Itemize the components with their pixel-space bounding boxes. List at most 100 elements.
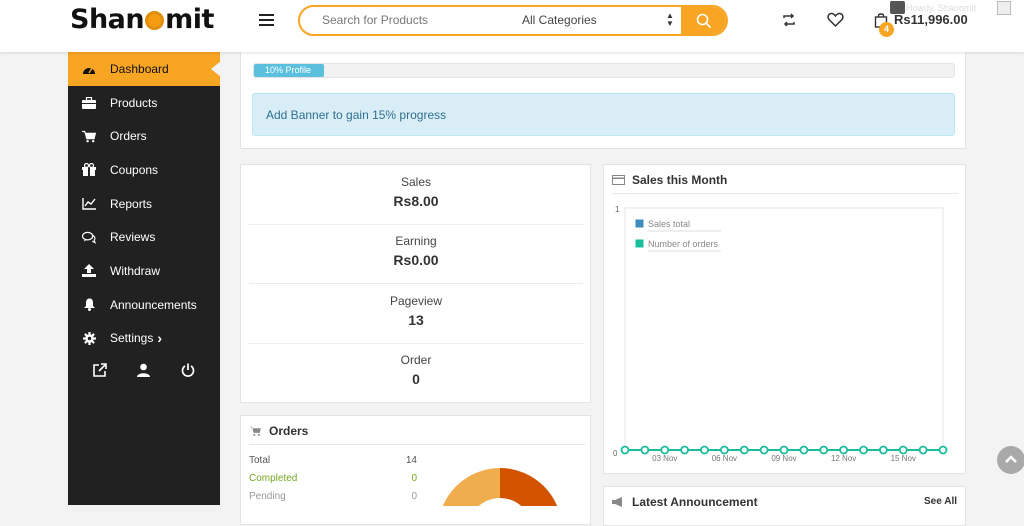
sidebar-item-orders[interactable]: Orders <box>68 119 220 153</box>
data-point[interactable] <box>799 445 809 455</box>
donut-slice <box>500 468 558 506</box>
sidebar-item-coupons[interactable]: Coupons <box>68 153 220 187</box>
sidebar-item-dashboard[interactable]: Dashboard <box>68 52 221 86</box>
sidebar-item-label: Reviews <box>110 230 156 245</box>
external-link-icon[interactable] <box>93 363 107 382</box>
x-tick-label: 09 Nov <box>771 454 796 463</box>
stat-value: Rs8.00 <box>393 193 439 209</box>
data-point[interactable] <box>878 445 888 455</box>
stat-value: 0 <box>412 371 420 387</box>
data-point[interactable] <box>700 445 709 455</box>
logo-text-end: mit <box>165 4 214 35</box>
x-tick-label: 06 Nov <box>712 454 737 463</box>
legend-swatch <box>634 218 645 229</box>
chat-icon[interactable] <box>890 1 905 14</box>
chart-title-text: Sales this Month <box>632 173 728 187</box>
data-point[interactable] <box>620 445 630 455</box>
search-bar: Search for Products All Categories ▲ ▼ <box>298 5 728 36</box>
bell-icon <box>82 298 96 312</box>
order-row-completed[interactable]: Completed 0 <box>249 473 417 484</box>
top-header: Shan mit Search for Products All Categori… <box>0 0 1024 52</box>
stat-label: Sales <box>400 175 432 189</box>
see-all-link[interactable]: See All <box>924 496 957 507</box>
order-row-value: 14 <box>405 455 417 466</box>
sidebar-item-products[interactable]: Products <box>68 86 220 120</box>
data-point[interactable] <box>819 445 829 455</box>
progress-alert[interactable]: Add Banner to gain 15% progress <box>252 93 955 136</box>
data-point[interactable] <box>918 445 928 455</box>
sidebar-item-label: Products <box>110 95 158 110</box>
comments-icon <box>82 231 96 244</box>
y-tick-label: 0 <box>613 449 618 458</box>
sales-line-chart: 1 0 Sales total Number of orders 03 Nov 0… <box>613 205 948 463</box>
data-point[interactable] <box>640 445 650 455</box>
line-chart-icon <box>82 197 96 210</box>
sidebar-item-label: Orders <box>110 129 147 144</box>
sidebar-item-reviews[interactable]: Reviews <box>68 220 220 254</box>
cart-icon <box>82 130 96 143</box>
site-logo[interactable]: Shan mit <box>70 4 214 35</box>
data-point[interactable] <box>739 445 749 455</box>
select-arrows-icon: ▲ ▼ <box>666 11 674 28</box>
account-greeting[interactable]: Howdy, Shanomit <box>906 3 976 13</box>
data-point[interactable] <box>779 445 789 455</box>
orders-card: Orders Total 14 Completed 0 Pending 0 <box>240 415 591 525</box>
announcement-title-text: Latest Announcement <box>632 495 758 509</box>
user-icon[interactable] <box>137 363 151 382</box>
sidebar-item-reports[interactable]: Reports <box>68 187 220 221</box>
cart-icon <box>249 426 261 436</box>
data-point[interactable] <box>660 445 670 455</box>
order-row-total[interactable]: Total 14 <box>249 455 417 466</box>
search-input[interactable]: Search for Products <box>322 13 429 27</box>
order-row-pending[interactable]: Pending 0 <box>249 491 417 502</box>
data-point[interactable] <box>839 445 849 455</box>
sidebar-item-announcements[interactable]: Announcements <box>68 288 220 322</box>
sidebar-item-settings[interactable]: Settings › <box>68 322 220 356</box>
announcement-card: Latest Announcement See All <box>603 486 966 526</box>
data-point[interactable] <box>898 445 908 455</box>
stat-label: Order <box>400 353 432 367</box>
stat-label: Earning <box>395 234 437 248</box>
data-point[interactable] <box>859 445 868 455</box>
sidebar-item-label: Announcements <box>110 297 197 312</box>
order-row-label: Total <box>249 455 271 466</box>
profile-progress-card: 10% Profile Add Banner to gain 15% progr… <box>240 52 966 149</box>
scroll-to-top-button[interactable] <box>997 446 1024 474</box>
divider <box>612 193 958 194</box>
cart-total[interactable]: Rs11,996.00 <box>894 12 968 27</box>
data-point[interactable] <box>719 445 729 455</box>
sidebar-item-withdraw[interactable]: Withdraw <box>68 254 220 288</box>
data-point[interactable] <box>938 445 948 455</box>
data-point[interactable] <box>759 445 769 455</box>
stat-label: Pageview <box>389 294 443 308</box>
dashboard-sidebar: Dashboard Products Orders Coupons Report… <box>68 52 221 505</box>
category-select[interactable]: All Categories <box>522 13 597 27</box>
data-point[interactable] <box>680 445 690 455</box>
donut-slice <box>442 468 500 506</box>
orders-title-text: Orders <box>269 424 309 438</box>
order-row-value: 0 <box>411 491 417 502</box>
stat-order: Order 0 <box>249 353 583 399</box>
search-button[interactable] <box>681 7 726 34</box>
sidebar-item-label: Settings <box>110 331 154 346</box>
avatar[interactable] <box>997 1 1011 15</box>
power-icon[interactable] <box>181 363 195 382</box>
stat-pageview: Pageview 13 <box>249 294 583 344</box>
logo-text-start: Shan <box>70 4 145 35</box>
stat-value: 13 <box>408 312 424 328</box>
cart-count-badge: 4 <box>879 22 894 37</box>
x-tick-label: 15 Nov <box>891 454 916 463</box>
menu-icon[interactable] <box>259 14 274 27</box>
upload-icon <box>82 264 96 278</box>
sidebar-item-label: Withdraw <box>110 263 161 278</box>
order-row-value: 0 <box>411 473 417 484</box>
chevron-right-icon: › <box>157 330 163 347</box>
bullhorn-icon <box>612 497 622 507</box>
sidebar-item-label: Dashboard <box>110 61 169 76</box>
wishlist-heart-icon[interactable] <box>826 12 844 28</box>
sales-summary-card: Sales Rs8.00 Earning Rs0.00 Pageview 13 … <box>240 164 591 403</box>
compare-icon[interactable] <box>780 12 798 28</box>
logo-o-icon <box>145 11 165 30</box>
stat-sales: Sales Rs8.00 <box>249 175 583 225</box>
profile-progress-bar: 10% Profile <box>253 63 955 78</box>
